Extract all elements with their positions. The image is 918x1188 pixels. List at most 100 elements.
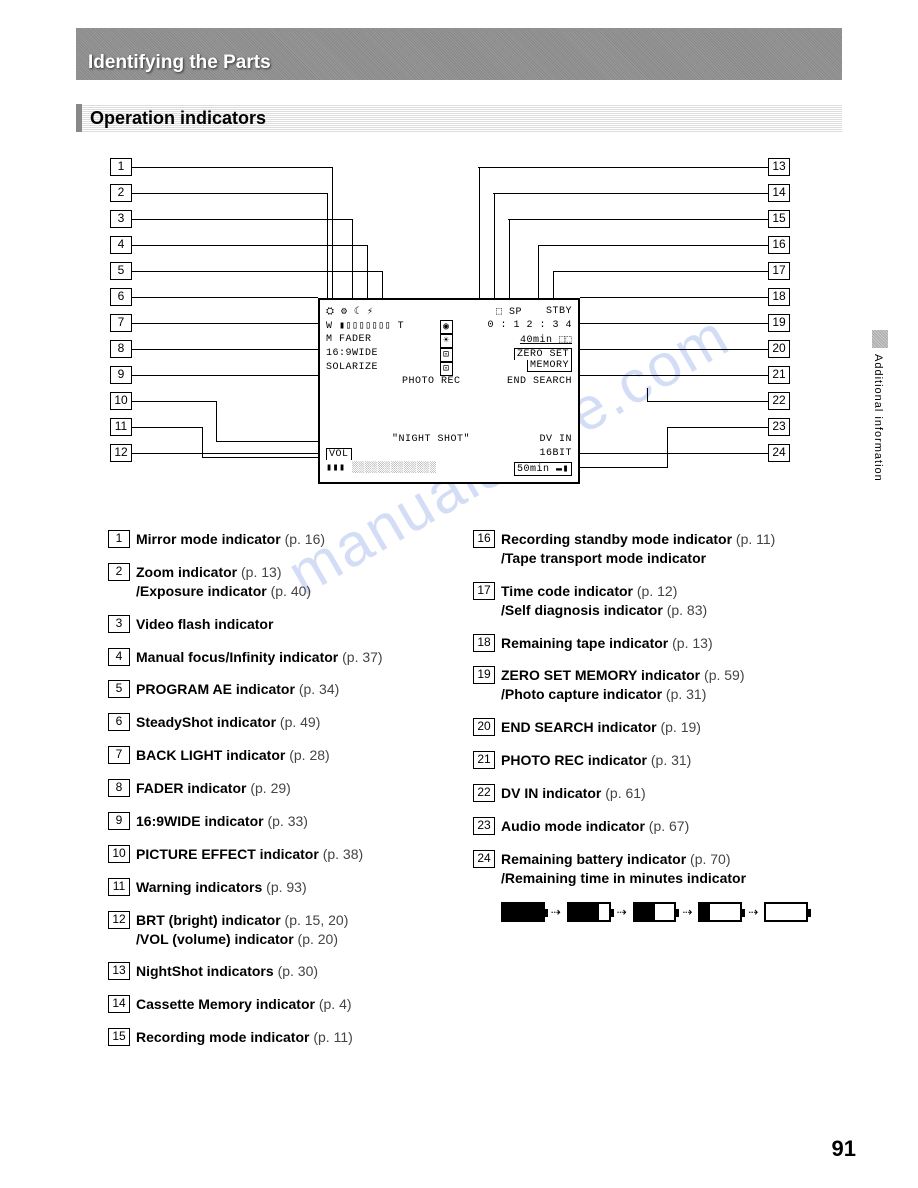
lcd-text: 0 : 1 2 : 3 4 <box>487 320 572 331</box>
lcd-text: PHOTO REC <box>402 376 461 387</box>
lcd-text: "NIGHT SHOT" <box>392 434 470 445</box>
index-columns: 1Mirror mode indicator (p. 16)2Zoom indi… <box>108 530 808 1061</box>
lcd-text: ☀ <box>440 334 453 348</box>
lcd-text: SOLARIZE <box>326 362 378 373</box>
index-text: Video flash indicator <box>136 615 443 634</box>
lcd-text: ⬚ SP <box>496 306 522 318</box>
leader-line <box>216 401 217 441</box>
callout-box: 5 <box>110 262 132 280</box>
callout-box: 1 <box>110 158 132 176</box>
lcd-text: ▮▮▮ ░░░░░░░░░░░░░ <box>326 462 437 474</box>
leader-line <box>538 245 539 300</box>
side-tab-bar <box>872 330 888 348</box>
lcd-text: VOL <box>326 448 352 460</box>
callout-box: 20 <box>768 340 790 358</box>
leader-line <box>580 453 768 454</box>
index-text: BRT (bright) indicator (p. 15, 20) /VOL … <box>136 911 443 949</box>
left-column: 1Mirror mode indicator (p. 16)2Zoom indi… <box>108 530 443 1061</box>
arrow-icon: ⇢ <box>617 905 627 919</box>
lcd-text: DV IN <box>539 434 572 445</box>
lcd-diagram: 1 2 3 4 5 6 7 8 9 10 11 12 <box>110 150 790 510</box>
leader-line <box>132 401 216 402</box>
index-item: 19ZERO SET MEMORY indicator (p. 59) /Pho… <box>473 666 808 704</box>
leader-line <box>553 271 554 300</box>
index-num-box: 12 <box>108 911 130 929</box>
index-item: 13NightShot indicators (p. 30) <box>108 962 443 981</box>
callout-box: 8 <box>110 340 132 358</box>
index-text: Zoom indicator (p. 13) /Exposure indicat… <box>136 563 443 601</box>
index-text: Remaining battery indicator (p. 70) /Rem… <box>501 850 808 888</box>
arrow-icon: ⇢ <box>748 905 758 919</box>
leader-line <box>509 219 510 300</box>
side-tab: Additional information <box>872 330 888 530</box>
callout-box: 24 <box>768 444 790 462</box>
leader-line <box>508 219 768 220</box>
leader-line <box>647 388 648 402</box>
lcd-text: W ▮▯▯▯▯▯▯▯ T <box>326 320 404 332</box>
arrow-icon: ⇢ <box>551 905 561 919</box>
leader-line <box>327 193 328 300</box>
lcd-text: ⛭ ⚙ ☾ ⚡ <box>326 306 374 318</box>
index-text: SteadyShot indicator (p. 49) <box>136 713 443 732</box>
index-num-box: 21 <box>473 751 495 769</box>
callout-box: 22 <box>768 392 790 410</box>
callout-box: 19 <box>768 314 790 332</box>
index-item: 1Mirror mode indicator (p. 16) <box>108 530 443 549</box>
index-text: Recording standby mode indicator (p. 11)… <box>501 530 808 568</box>
callout-box: 14 <box>768 184 790 202</box>
index-num-box: 11 <box>108 878 130 896</box>
battery-icon <box>698 902 742 922</box>
lcd-text: 16BIT <box>539 448 572 459</box>
leader-line <box>132 427 202 428</box>
leader-line <box>132 453 318 454</box>
index-text: BACK LIGHT indicator (p. 28) <box>136 746 443 765</box>
index-item: 4Manual focus/Infinity indicator (p. 37) <box>108 648 443 667</box>
page-number: 91 <box>832 1136 856 1162</box>
leader-line <box>667 427 668 467</box>
leader-line <box>580 349 768 350</box>
leader-line <box>382 271 383 300</box>
index-num-box: 16 <box>473 530 495 548</box>
battery-level-row: ⇢ ⇢ ⇢ ⇢ <box>501 902 808 922</box>
leader-line <box>202 457 332 458</box>
leader-line <box>132 219 352 220</box>
callout-box: 13 <box>768 158 790 176</box>
index-item: 10PICTURE EFFECT indicator (p. 38) <box>108 845 443 864</box>
callout-box: 4 <box>110 236 132 254</box>
index-text: 16:9WIDE indicator (p. 33) <box>136 812 443 831</box>
index-text: ZERO SET MEMORY indicator (p. 59) /Photo… <box>501 666 808 704</box>
lcd-text: STBY <box>546 306 572 317</box>
side-tab-label: Additional information <box>872 354 884 482</box>
leader-line <box>568 467 668 468</box>
section-header: Operation indicators <box>76 104 842 132</box>
callout-box: 3 <box>110 210 132 228</box>
leader-line <box>332 167 333 300</box>
lcd-text: 50min ▬▮ <box>514 462 572 476</box>
index-num-box: 22 <box>473 784 495 802</box>
leader-line <box>580 297 768 298</box>
index-text: END SEARCH indicator (p. 19) <box>501 718 808 737</box>
index-item: 21PHOTO REC indicator (p. 31) <box>473 751 808 770</box>
index-item: 17Time code indicator (p. 12) /Self diag… <box>473 582 808 620</box>
callout-box: 12 <box>110 444 132 462</box>
index-item: 20END SEARCH indicator (p. 19) <box>473 718 808 737</box>
index-item: 24Remaining battery indicator (p. 70) /R… <box>473 850 808 888</box>
battery-icon <box>501 902 545 922</box>
arrow-icon: ⇢ <box>682 905 692 919</box>
leader-line <box>132 167 332 168</box>
leader-line <box>580 323 768 324</box>
chapter-header: Identifying the Parts <box>76 28 842 80</box>
index-text: Cassette Memory indicator (p. 4) <box>136 995 443 1014</box>
index-text: NightShot indicators (p. 30) <box>136 962 443 981</box>
lcd-text: 40min ⬚⬚ <box>520 334 572 346</box>
callout-box: 10 <box>110 392 132 410</box>
index-item: 12 BRT (bright) indicator (p. 15, 20) /VO… <box>108 911 443 949</box>
callout-box: 11 <box>110 418 132 436</box>
section-title: Operation indicators <box>90 108 266 129</box>
index-item: 14Cassette Memory indicator (p. 4) <box>108 995 443 1014</box>
index-item: 15Recording mode indicator (p. 11) <box>108 1028 443 1047</box>
chapter-title: Identifying the Parts <box>88 52 271 74</box>
index-item: 7BACK LIGHT indicator (p. 28) <box>108 746 443 765</box>
leader-line <box>479 167 480 300</box>
index-text: Mirror mode indicator (p. 16) <box>136 530 443 549</box>
